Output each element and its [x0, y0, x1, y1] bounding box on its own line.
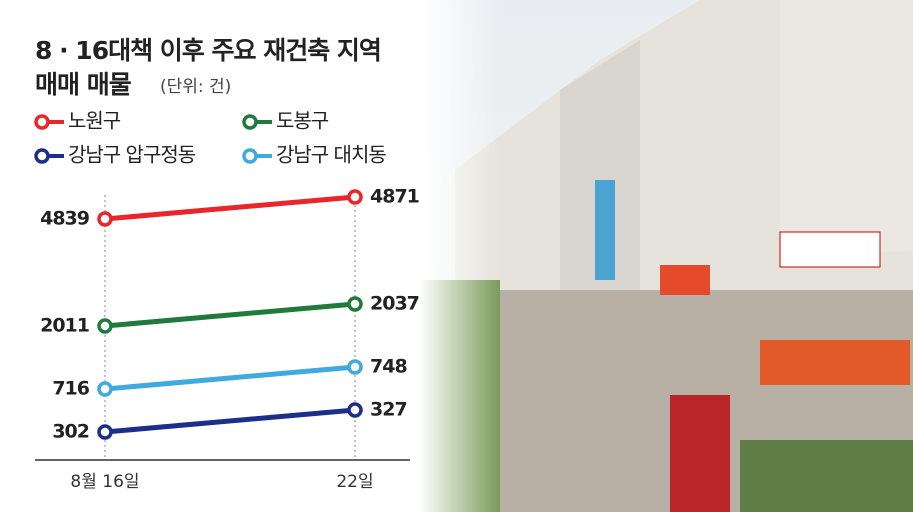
point: [347, 402, 363, 418]
series-line: [104, 407, 356, 435]
legend-marker: [34, 114, 50, 130]
legend-marker: [242, 148, 258, 164]
value-label: 4871: [370, 186, 419, 208]
series-line: [104, 194, 356, 222]
point: [347, 359, 363, 375]
legend-marker: [34, 148, 50, 164]
point: [347, 189, 363, 205]
legend-label: 강남구 대치동: [276, 143, 386, 167]
legend-label: 노원구: [68, 109, 121, 133]
series-line: [104, 364, 356, 392]
value-label: 716: [52, 378, 89, 400]
point: [347, 296, 363, 312]
legend-label: 강남구 압구정동: [68, 143, 196, 167]
value-label: 302: [52, 421, 89, 443]
legend-marker: [242, 114, 258, 130]
unit-label: (단위: 건): [160, 77, 231, 97]
x-tick-label: 22일: [336, 472, 373, 492]
photo: [420, 0, 913, 512]
point: [97, 318, 113, 334]
value-label: 327: [370, 399, 407, 421]
value-label: 2011: [40, 315, 89, 337]
x-tick-label: 8월 16일: [70, 472, 139, 492]
chart-subtitle: 매매 매물: [35, 70, 132, 99]
point: [97, 381, 113, 397]
series-line: [104, 301, 356, 329]
point: [97, 211, 113, 227]
value-label: 4839: [40, 208, 89, 230]
value-label: 2037: [370, 293, 419, 315]
legend-label: 도봉구: [276, 109, 329, 133]
point: [97, 424, 113, 440]
chart-title: 8 · 16대책 이후 주요 재건축 지역: [35, 36, 381, 65]
value-label: 748: [370, 356, 407, 378]
